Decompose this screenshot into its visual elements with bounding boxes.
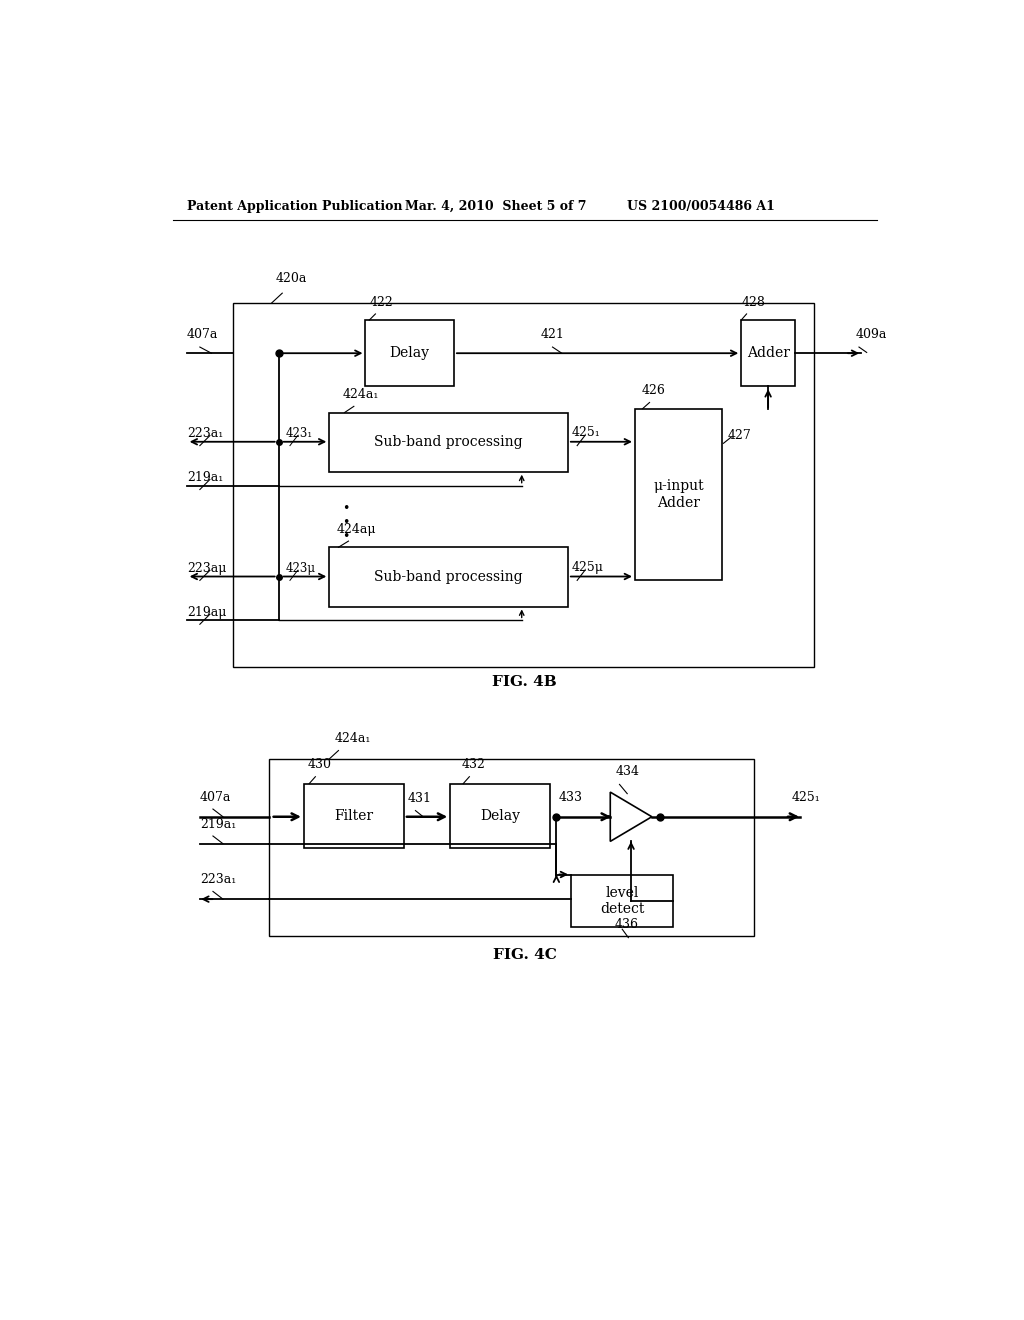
Text: 430: 430 [307,758,332,771]
Text: Patent Application Publication: Patent Application Publication [186,199,402,213]
Bar [451,784,550,847]
Text: Sub-band processing: Sub-band processing [374,436,523,449]
Text: 423₁: 423₁ [286,428,312,441]
Text: 425₁: 425₁ [792,791,820,804]
Bar [330,413,568,471]
Text: 434: 434 [615,766,640,779]
Text: Delay: Delay [390,346,430,360]
Text: 407a: 407a [186,327,218,341]
Text: 219aμ: 219aμ [186,606,226,619]
Bar [741,321,795,387]
Text: Filter: Filter [334,809,374,822]
Text: μ-input
Adder: μ-input Adder [653,479,703,510]
Bar [571,874,674,927]
Text: 409a: 409a [855,327,887,341]
Text: 423μ: 423μ [286,562,315,576]
Text: 420a: 420a [275,272,307,285]
Text: 433: 433 [559,791,583,804]
Text: 223aμ: 223aμ [186,562,226,576]
Text: 427: 427 [728,429,752,442]
Text: •: • [342,529,350,543]
Text: Adder: Adder [746,346,790,360]
Bar [366,321,454,387]
Text: 436: 436 [614,917,639,931]
Text: 219a₁: 219a₁ [200,817,237,830]
Text: 424a₁: 424a₁ [335,733,371,744]
Bar [330,548,568,607]
Bar [304,784,403,847]
Text: Sub-band processing: Sub-band processing [374,570,523,583]
Text: 425₁: 425₁ [571,426,600,440]
Bar [233,304,814,667]
Text: 422: 422 [370,296,393,309]
Text: 223a₁: 223a₁ [186,428,223,441]
Text: level
detect: level detect [600,886,644,916]
Text: Delay: Delay [480,809,520,822]
Text: 431: 431 [408,792,432,805]
Text: 432: 432 [462,758,485,771]
Text: FIG. 4B: FIG. 4B [493,675,557,689]
Text: US 2100/0054486 A1: US 2100/0054486 A1 [628,199,775,213]
Text: 219a₁: 219a₁ [186,471,223,484]
Bar [269,759,755,936]
Text: •: • [342,502,350,515]
Text: FIG. 4C: FIG. 4C [493,948,557,962]
Text: 426: 426 [642,384,666,397]
Text: 428: 428 [741,296,765,309]
Text: Mar. 4, 2010  Sheet 5 of 7: Mar. 4, 2010 Sheet 5 of 7 [404,199,586,213]
Bar [635,409,722,581]
Text: 421: 421 [541,327,564,341]
Text: 424a₁: 424a₁ [342,388,379,401]
Text: 223a₁: 223a₁ [200,873,237,886]
Text: 425μ: 425μ [571,561,603,574]
Text: 424aμ: 424aμ [337,523,377,536]
Text: •: • [342,516,350,529]
Text: 407a: 407a [200,791,231,804]
